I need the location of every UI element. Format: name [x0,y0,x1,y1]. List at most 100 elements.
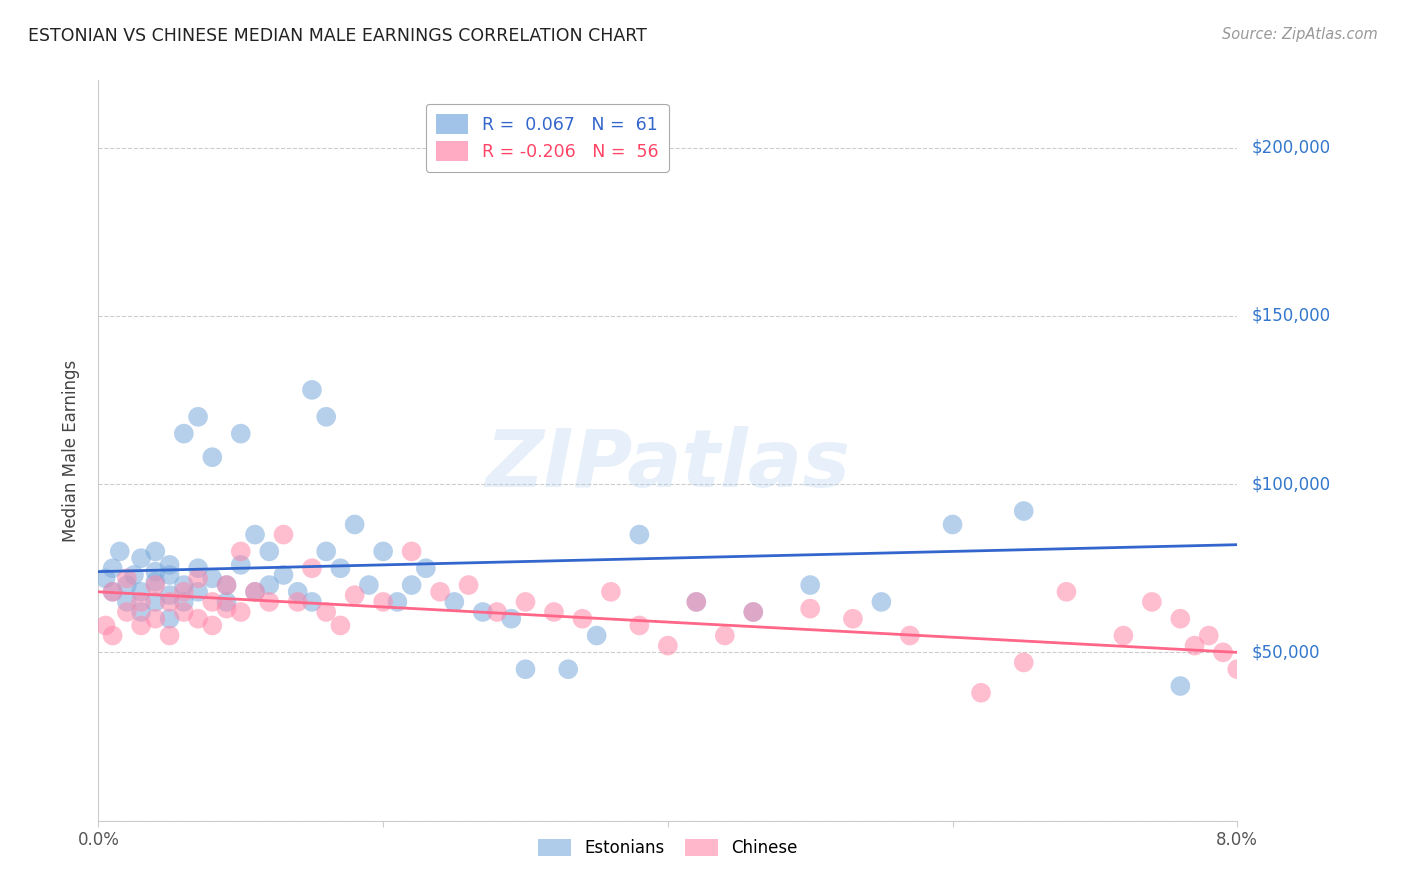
Point [898,628,921,642]
Point [543,605,565,619]
Point [443,595,465,609]
Point [101,584,124,599]
Point [657,639,679,653]
Point [173,426,195,441]
Point [1012,656,1035,670]
Point [173,584,195,599]
Point [273,568,295,582]
Point [115,595,138,609]
Point [201,571,224,585]
Point [1198,628,1220,642]
Point [287,584,309,599]
Point [159,628,181,642]
Text: ZIPatlas: ZIPatlas [485,426,851,504]
Point [401,578,423,592]
Point [215,595,238,609]
Point [159,568,181,582]
Point [471,605,494,619]
Point [243,527,266,541]
Point [145,544,167,558]
Point [94,571,117,585]
Point [685,595,707,609]
Point [1226,662,1249,676]
Point [159,612,181,626]
Point [115,605,138,619]
Point [799,601,821,615]
Text: ESTONIAN VS CHINESE MEDIAN MALE EARNINGS CORRELATION CHART: ESTONIAN VS CHINESE MEDIAN MALE EARNINGS… [28,27,647,45]
Point [1140,595,1163,609]
Point [343,517,366,532]
Point [173,595,195,609]
Point [287,595,309,609]
Point [714,628,737,642]
Point [799,578,821,592]
Point [1056,584,1078,599]
Point [415,561,437,575]
Point [1012,504,1035,518]
Point [173,578,195,592]
Point [115,578,138,592]
Point [129,618,152,632]
Point [401,544,423,558]
Text: $50,000: $50,000 [1251,643,1320,661]
Point [742,605,765,619]
Point [628,527,651,541]
Point [108,544,131,558]
Text: $100,000: $100,000 [1251,475,1330,493]
Point [129,595,152,609]
Point [129,584,152,599]
Point [187,584,209,599]
Point [371,544,394,558]
Point [187,409,209,424]
Point [315,605,337,619]
Point [201,618,224,632]
Point [457,578,479,592]
Point [243,584,266,599]
Point [515,595,537,609]
Y-axis label: Median Male Earnings: Median Male Earnings [62,359,80,541]
Point [187,561,209,575]
Point [101,561,124,575]
Point [685,595,707,609]
Point [115,571,138,585]
Point [315,544,337,558]
Point [600,584,623,599]
Point [371,595,394,609]
Point [101,628,124,642]
Point [129,551,152,566]
Point [173,605,195,619]
Point [145,612,167,626]
Point [229,544,252,558]
Point [229,558,252,572]
Point [1212,645,1234,659]
Point [145,578,167,592]
Point [301,561,323,575]
Point [159,558,181,572]
Point [101,584,124,599]
Point [585,628,607,642]
Point [215,578,238,592]
Point [387,595,409,609]
Point [742,605,765,619]
Point [1112,628,1135,642]
Point [357,578,380,592]
Point [628,618,651,632]
Point [201,595,224,609]
Point [942,517,965,532]
Point [145,565,167,579]
Point [301,595,323,609]
Point [229,605,252,619]
Text: Source: ZipAtlas.com: Source: ZipAtlas.com [1222,27,1378,42]
Text: $150,000: $150,000 [1251,307,1330,325]
Point [429,584,451,599]
Point [259,544,281,558]
Point [329,561,352,575]
Point [571,612,593,626]
Point [315,409,337,424]
Point [229,426,252,441]
Point [273,527,295,541]
Point [159,588,181,602]
Point [501,612,523,626]
Point [486,605,509,619]
Point [145,574,167,589]
